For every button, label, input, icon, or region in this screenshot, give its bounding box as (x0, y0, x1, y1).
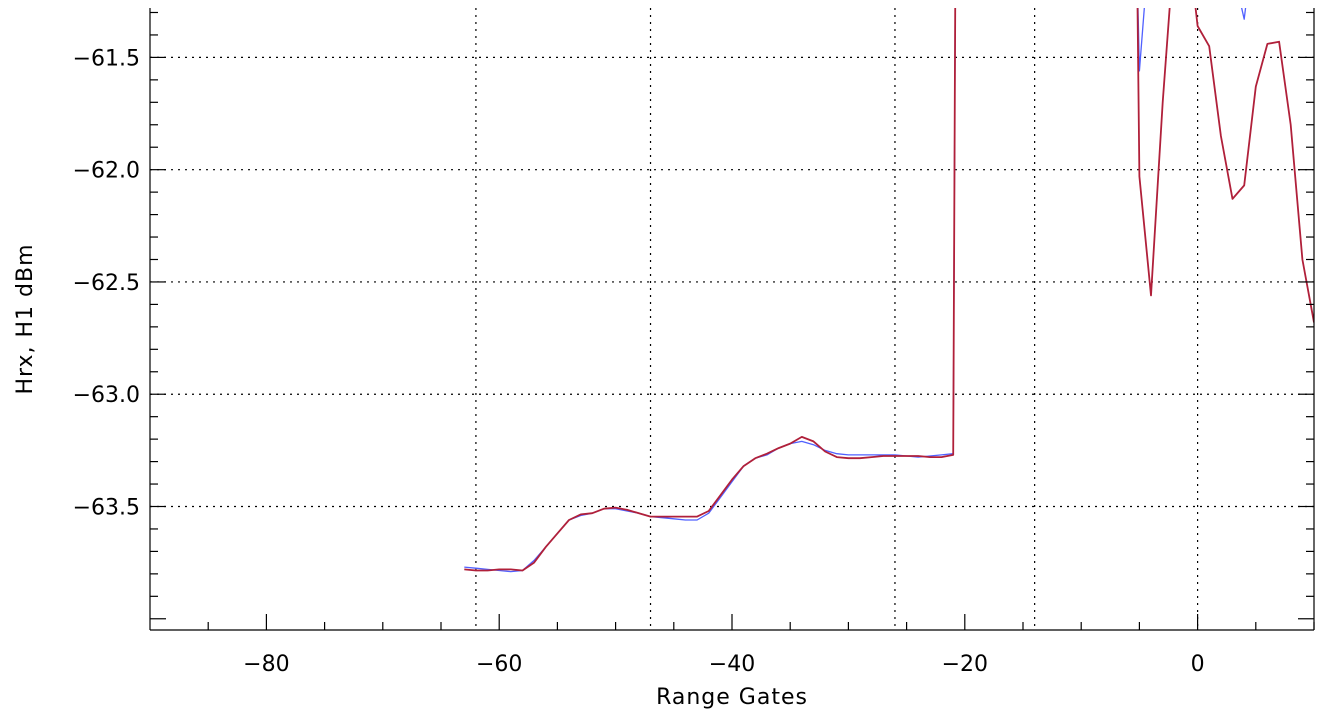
axis-ticks (150, 11, 1315, 630)
y-tick-label: −63.5 (73, 495, 140, 520)
x-axis-title: Range Gates (656, 685, 808, 710)
series-lines (464, 8, 1314, 573)
y-tick-label: −62.0 (73, 159, 140, 184)
x-tick-label: −60 (476, 652, 522, 677)
y-axis-title: Hrx, H1 dBm (13, 243, 38, 394)
x-tick-labels: −80 −60 −40 −20 0 (243, 652, 1204, 677)
y-tick-label: −63.0 (73, 383, 140, 408)
x-tick-label: −80 (243, 652, 289, 677)
y-tick-label: −62.5 (73, 271, 140, 296)
x-tick-label: −20 (942, 652, 988, 677)
x-tick-label: 0 (1191, 652, 1205, 677)
series-line-2 (464, 8, 1314, 572)
y-tick-labels: −61.5 −62.0 −62.5 −63.0 −63.5 (73, 46, 140, 520)
y-tick-label: −61.5 (73, 46, 140, 71)
series-line-1 (464, 8, 1247, 573)
grid-lines (150, 8, 1314, 630)
x-tick-label: −40 (709, 652, 755, 677)
